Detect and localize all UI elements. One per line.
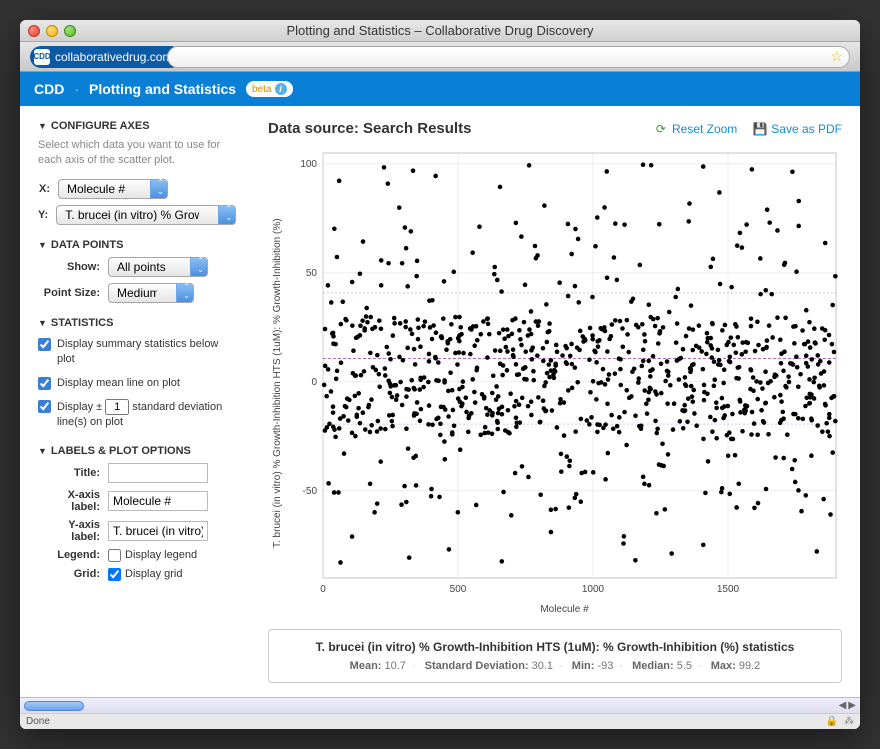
caret-down-icon: ▼ — [38, 121, 47, 131]
legend-cb-wrap[interactable]: Display legend — [108, 549, 197, 562]
main-header: Data source: Search Results ⟳ Reset Zoom… — [268, 120, 842, 137]
sidebar: ▼ CONFIGURE AXES Select which data you w… — [20, 106, 250, 697]
app-header: CDD · Plotting and Statistics beta i — [20, 72, 860, 106]
browser-toolbar: CDD collaborativedrug.com ☆ — [20, 42, 860, 72]
brand: CDD — [34, 81, 64, 97]
svg-text:500: 500 — [450, 584, 467, 595]
plot-area: 0 500 1000 1500 -50 0 50 100 Molecule # — [287, 147, 842, 619]
y-label-input[interactable] — [108, 521, 208, 541]
y-label-label: Y-axis label: — [38, 519, 108, 543]
x-axis-select[interactable]: Molecule # — [58, 179, 168, 199]
page-title: Plotting and Statistics — [89, 81, 236, 97]
grid-cb-input[interactable] — [108, 568, 121, 581]
save-icon: 💾 — [753, 122, 767, 136]
stats-title: T. brucei (in vitro) % Growth-Inhibition… — [283, 640, 827, 654]
svg-text:1500: 1500 — [717, 584, 740, 595]
statusbar: Done 🔒 ⁂ — [20, 713, 860, 729]
section-labels[interactable]: ▼ LABELS & PLOT OPTIONS — [38, 445, 236, 457]
x-axis-label: X: — [38, 183, 58, 195]
url-host: collaborativedrug.com — [55, 50, 172, 64]
cb-sd-line-input[interactable] — [38, 400, 51, 413]
data-source-title: Data source: Search Results — [268, 120, 638, 137]
grid-label: Grid: — [38, 568, 108, 580]
bug-icon: ⁂ — [844, 716, 854, 727]
url-host-pill[interactable]: CDD collaborativedrug.com — [30, 46, 182, 68]
reset-zoom-button[interactable]: ⟳ Reset Zoom — [654, 122, 737, 136]
legend-label: Legend: — [38, 549, 108, 561]
url-field[interactable]: ☆ — [167, 46, 850, 68]
scatter-plot[interactable]: 0 500 1000 1500 -50 0 50 100 — [287, 147, 842, 600]
stats-values: Mean: 10.7· Standard Deviation: 30.1· Mi… — [283, 660, 827, 672]
beta-label: beta — [252, 84, 271, 95]
legend-cb-input[interactable] — [108, 549, 121, 562]
scroll-left-icon[interactable]: ◀ — [839, 700, 847, 711]
stats-box: T. brucei (in vitro) % Growth-Inhibition… — [268, 629, 842, 683]
x-label-label: X-axis label: — [38, 489, 108, 513]
cb-mean-line-input[interactable] — [38, 377, 51, 390]
cb-summary-stats-input[interactable] — [38, 338, 51, 351]
svg-text:0: 0 — [311, 377, 317, 388]
cb-mean-line[interactable]: Display mean line on plot — [38, 376, 236, 391]
scroll-right-icon[interactable]: ▶ — [848, 700, 856, 711]
svg-text:100: 100 — [300, 159, 317, 170]
plot-container: T. brucei (in vitro) % Growth-Inhibition… — [268, 147, 842, 619]
main: Data source: Search Results ⟳ Reset Zoom… — [250, 106, 860, 697]
y-axis-title: T. brucei (in vitro) % Growth-Inhibition… — [268, 147, 287, 619]
bookmark-star-icon[interactable]: ☆ — [830, 48, 843, 65]
svg-text:50: 50 — [306, 268, 318, 279]
caret-down-icon: ▼ — [38, 318, 47, 328]
section-statistics[interactable]: ▼ STATISTICS — [38, 317, 236, 329]
x-label-input[interactable] — [108, 491, 208, 511]
horizontal-scrollbar[interactable]: ◀▶ — [20, 697, 860, 713]
sd-count-input[interactable] — [105, 399, 129, 415]
section-data-points[interactable]: ▼ DATA POINTS — [38, 239, 236, 251]
info-icon[interactable]: i — [275, 83, 287, 95]
cb-summary-stats[interactable]: Display summary statistics below plot — [38, 337, 236, 368]
configure-axes-subtitle: Select which data you want to use for ea… — [38, 138, 236, 169]
separator: · — [74, 81, 79, 97]
show-label: Show: — [38, 261, 108, 273]
titlebar: Plotting and Statistics – Collaborative … — [20, 20, 860, 42]
title-input[interactable] — [108, 463, 208, 483]
section-configure-axes[interactable]: ▼ CONFIGURE AXES — [38, 120, 236, 132]
save-pdf-button[interactable]: 💾 Save as PDF — [753, 122, 842, 136]
svg-text:1000: 1000 — [582, 584, 605, 595]
beta-badge: beta i — [246, 81, 292, 97]
grid-cb-wrap[interactable]: Display grid — [108, 568, 182, 581]
caret-down-icon: ▼ — [38, 446, 47, 456]
show-select[interactable]: All points — [108, 257, 208, 277]
x-axis-title: Molecule # — [287, 600, 842, 619]
point-size-label: Point Size: — [38, 287, 108, 299]
y-axis-label: Y: — [38, 209, 56, 221]
title-label: Title: — [38, 467, 108, 479]
lock-icon: 🔒 — [826, 716, 838, 727]
cb-sd-line: Display ± standard deviation line(s) on … — [38, 399, 236, 431]
y-axis-select[interactable]: T. brucei (in vitro) % Growth-In — [56, 205, 236, 225]
point-size-select[interactable]: Medium — [108, 283, 194, 303]
favicon-icon: CDD — [34, 49, 50, 65]
scrollbar-thumb[interactable] — [24, 701, 84, 711]
caret-down-icon: ▼ — [38, 240, 47, 250]
window-title: Plotting and Statistics – Collaborative … — [20, 23, 860, 38]
refresh-icon: ⟳ — [654, 122, 668, 136]
status-text: Done — [26, 716, 50, 727]
content: ▼ CONFIGURE AXES Select which data you w… — [20, 106, 860, 697]
svg-text:-50: -50 — [303, 486, 318, 497]
svg-text:0: 0 — [320, 584, 326, 595]
browser-window: Plotting and Statistics – Collaborative … — [20, 20, 860, 729]
